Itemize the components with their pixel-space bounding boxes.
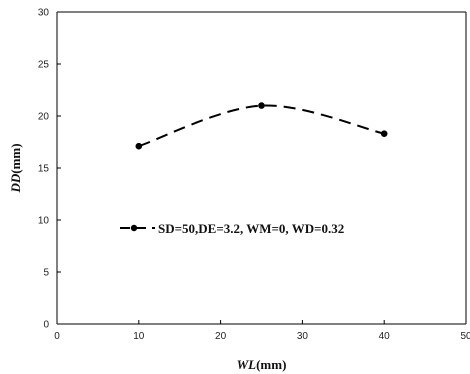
x-tick-label: 10 — [133, 331, 145, 342]
data-point — [135, 142, 143, 150]
legend-marker — [130, 224, 138, 232]
y-tick-label: 15 — [38, 164, 50, 175]
x-axis-title-unit: (mm) — [256, 357, 286, 372]
y-tick-label: 0 — [43, 320, 49, 331]
x-tick-label: 50 — [460, 331, 470, 342]
data-point — [380, 130, 388, 137]
x-tick-label: 0 — [54, 331, 60, 342]
x-axis-ticks: 0 10 20 30 40 50 — [54, 320, 470, 342]
series-line — [138, 104, 385, 148]
plot-area — [56, 11, 467, 325]
x-tick-label: 30 — [297, 331, 309, 342]
x-axis-title: WL(mm) — [237, 357, 287, 372]
y-tick-label: 10 — [38, 216, 50, 227]
series-layer — [135, 102, 388, 150]
x-tick-label: 20 — [215, 331, 227, 342]
x-axis-title-symbol: WL — [237, 357, 257, 372]
y-axis-title-symbol: DD — [8, 173, 23, 193]
y-axis-title-unit: (mm) — [8, 143, 23, 173]
y-axis-ticks: 0 5 10 15 20 25 30 — [38, 8, 61, 331]
data-point — [258, 102, 265, 109]
y-tick-label: 30 — [38, 8, 50, 19]
y-tick-label: 25 — [38, 60, 50, 71]
y-tick-label: 20 — [38, 112, 50, 123]
y-tick-label: 5 — [43, 268, 49, 279]
legend-entry-label: SD=50,DE=3.2, WM=0, WD=0.32 — [158, 221, 344, 236]
legend: SD=50,DE=3.2, WM=0, WD=0.32 — [120, 221, 344, 236]
x-tick-label: 40 — [379, 331, 391, 342]
y-axis-title: DD(mm) — [8, 143, 23, 193]
